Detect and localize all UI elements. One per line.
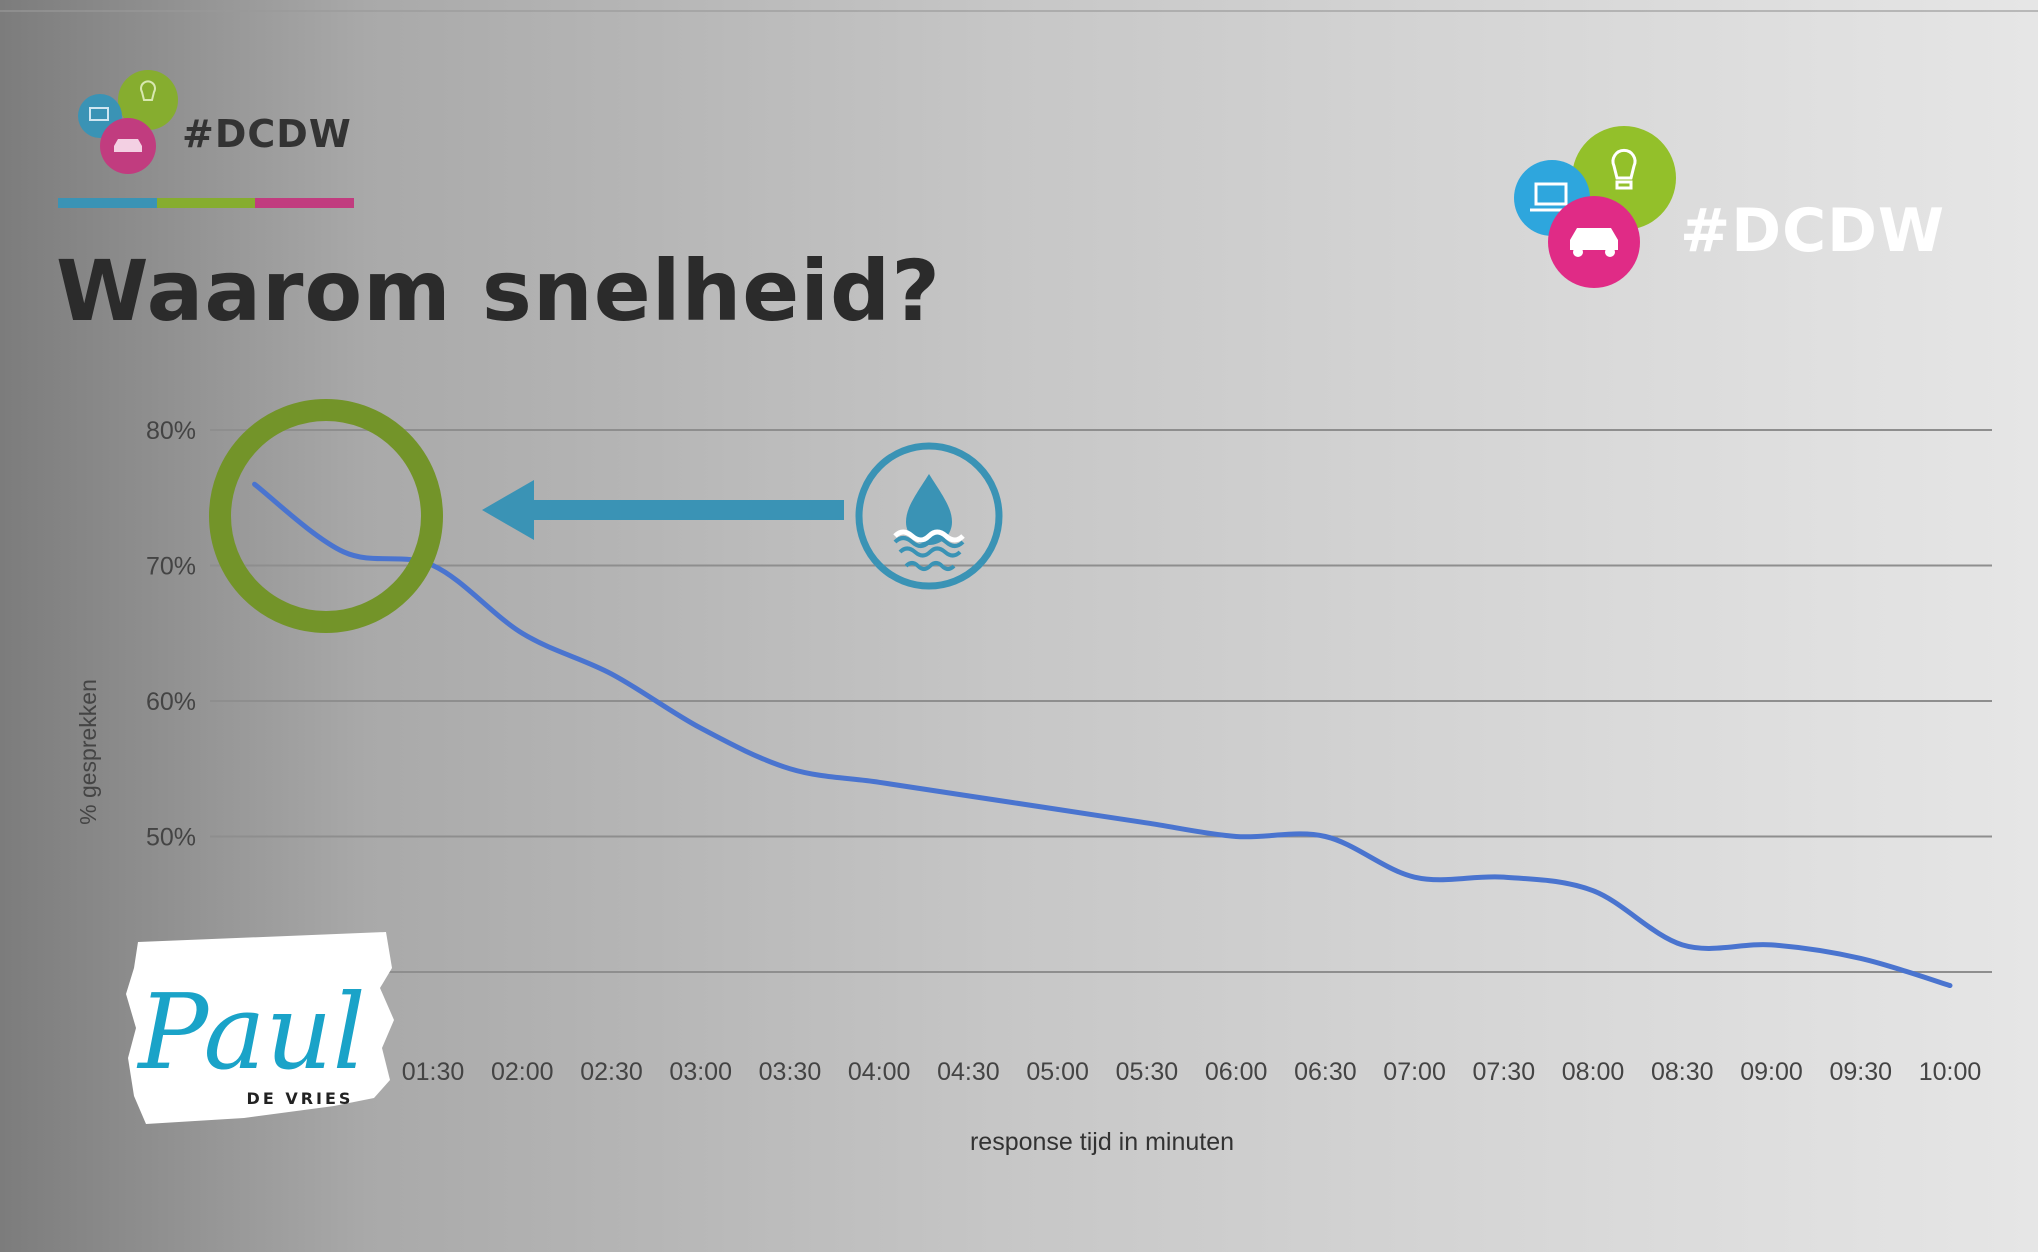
data-point: [1412, 874, 1418, 880]
x-tick-label: 06:30: [1294, 1058, 1357, 1086]
dcdw-logo-small: [78, 70, 178, 174]
data-point: [787, 766, 793, 772]
x-tick-label: 05:30: [1116, 1058, 1179, 1086]
series-line: [252, 481, 1953, 989]
data-point: [1590, 888, 1596, 894]
data-point: [1322, 834, 1328, 840]
data-point: [1947, 983, 1953, 989]
x-axis-label: response tijd in minuten: [970, 1128, 1234, 1156]
hashtag-small: #DCDW: [182, 112, 352, 156]
x-tick-label: 08:00: [1562, 1058, 1625, 1086]
x-tick-label: 04:00: [848, 1058, 911, 1086]
y-tick-labels: 80% 70% 60% 50%: [146, 417, 196, 852]
stripe-blue: [58, 198, 157, 208]
data-point: [698, 725, 704, 731]
data-point: [519, 630, 525, 636]
series-points: [252, 481, 1953, 988]
x-tick-label: 02:30: [580, 1058, 643, 1086]
page-title: Waarom snelheid?: [56, 242, 941, 340]
y-tick-label: 50%: [146, 824, 196, 852]
color-stripes: [58, 198, 355, 208]
data-point: [1144, 820, 1150, 826]
x-tick-label: 07:30: [1473, 1058, 1536, 1086]
water-drop-icon: [855, 442, 1003, 590]
data-point: [608, 671, 614, 677]
data-point: [252, 481, 258, 487]
data-point: [1233, 834, 1239, 840]
x-tick-label: 06:00: [1205, 1058, 1268, 1086]
x-tick-label: 09:00: [1740, 1058, 1803, 1086]
signature-name: Paul: [136, 971, 366, 1093]
signature-surname: DE VRIES: [247, 1089, 354, 1108]
data-point: [341, 549, 347, 555]
x-tick-label: 03:30: [759, 1058, 822, 1086]
x-tick-label: 01:30: [402, 1058, 465, 1086]
data-point: [1679, 942, 1685, 948]
y-tick-label: 80%: [146, 417, 196, 445]
x-tick-label: 08:30: [1651, 1058, 1714, 1086]
data-point: [1769, 942, 1775, 948]
stripe-green: [156, 198, 256, 208]
x-tick-label: 10:00: [1919, 1058, 1982, 1086]
x-tick-labels: 01:30 02:00 02:30 03:00 03:30 04:00 04:30 05:00…: [402, 1058, 1982, 1086]
x-tick-label: 02:00: [491, 1058, 554, 1086]
data-point: [876, 779, 882, 785]
stripe-pink: [255, 198, 355, 208]
x-tick-label: 03:00: [669, 1058, 732, 1086]
y-axis-label: % gesprekken: [75, 679, 101, 825]
x-tick-label: 07:00: [1383, 1058, 1446, 1086]
signature-badge: Paul DE VRIES: [126, 932, 394, 1124]
y-tick-label: 60%: [146, 688, 196, 716]
circle-highlight-icon: [209, 399, 443, 633]
data-point: [1055, 806, 1061, 812]
data-point: [1501, 874, 1507, 880]
grid-lines: [210, 429, 1992, 973]
y-tick-label: 70%: [146, 553, 196, 581]
x-tick-label: 05:00: [1026, 1058, 1089, 1086]
arrow-left-icon: [482, 480, 844, 540]
top-border: [0, 10, 2038, 12]
data-point: [1858, 955, 1864, 961]
x-tick-label: 04:30: [937, 1058, 1000, 1086]
x-tick-label: 09:30: [1829, 1058, 1892, 1086]
hashtag-large: #DCDW: [1680, 196, 1946, 266]
data-point: [965, 793, 971, 799]
dcdw-logo-large: [1514, 126, 1676, 288]
